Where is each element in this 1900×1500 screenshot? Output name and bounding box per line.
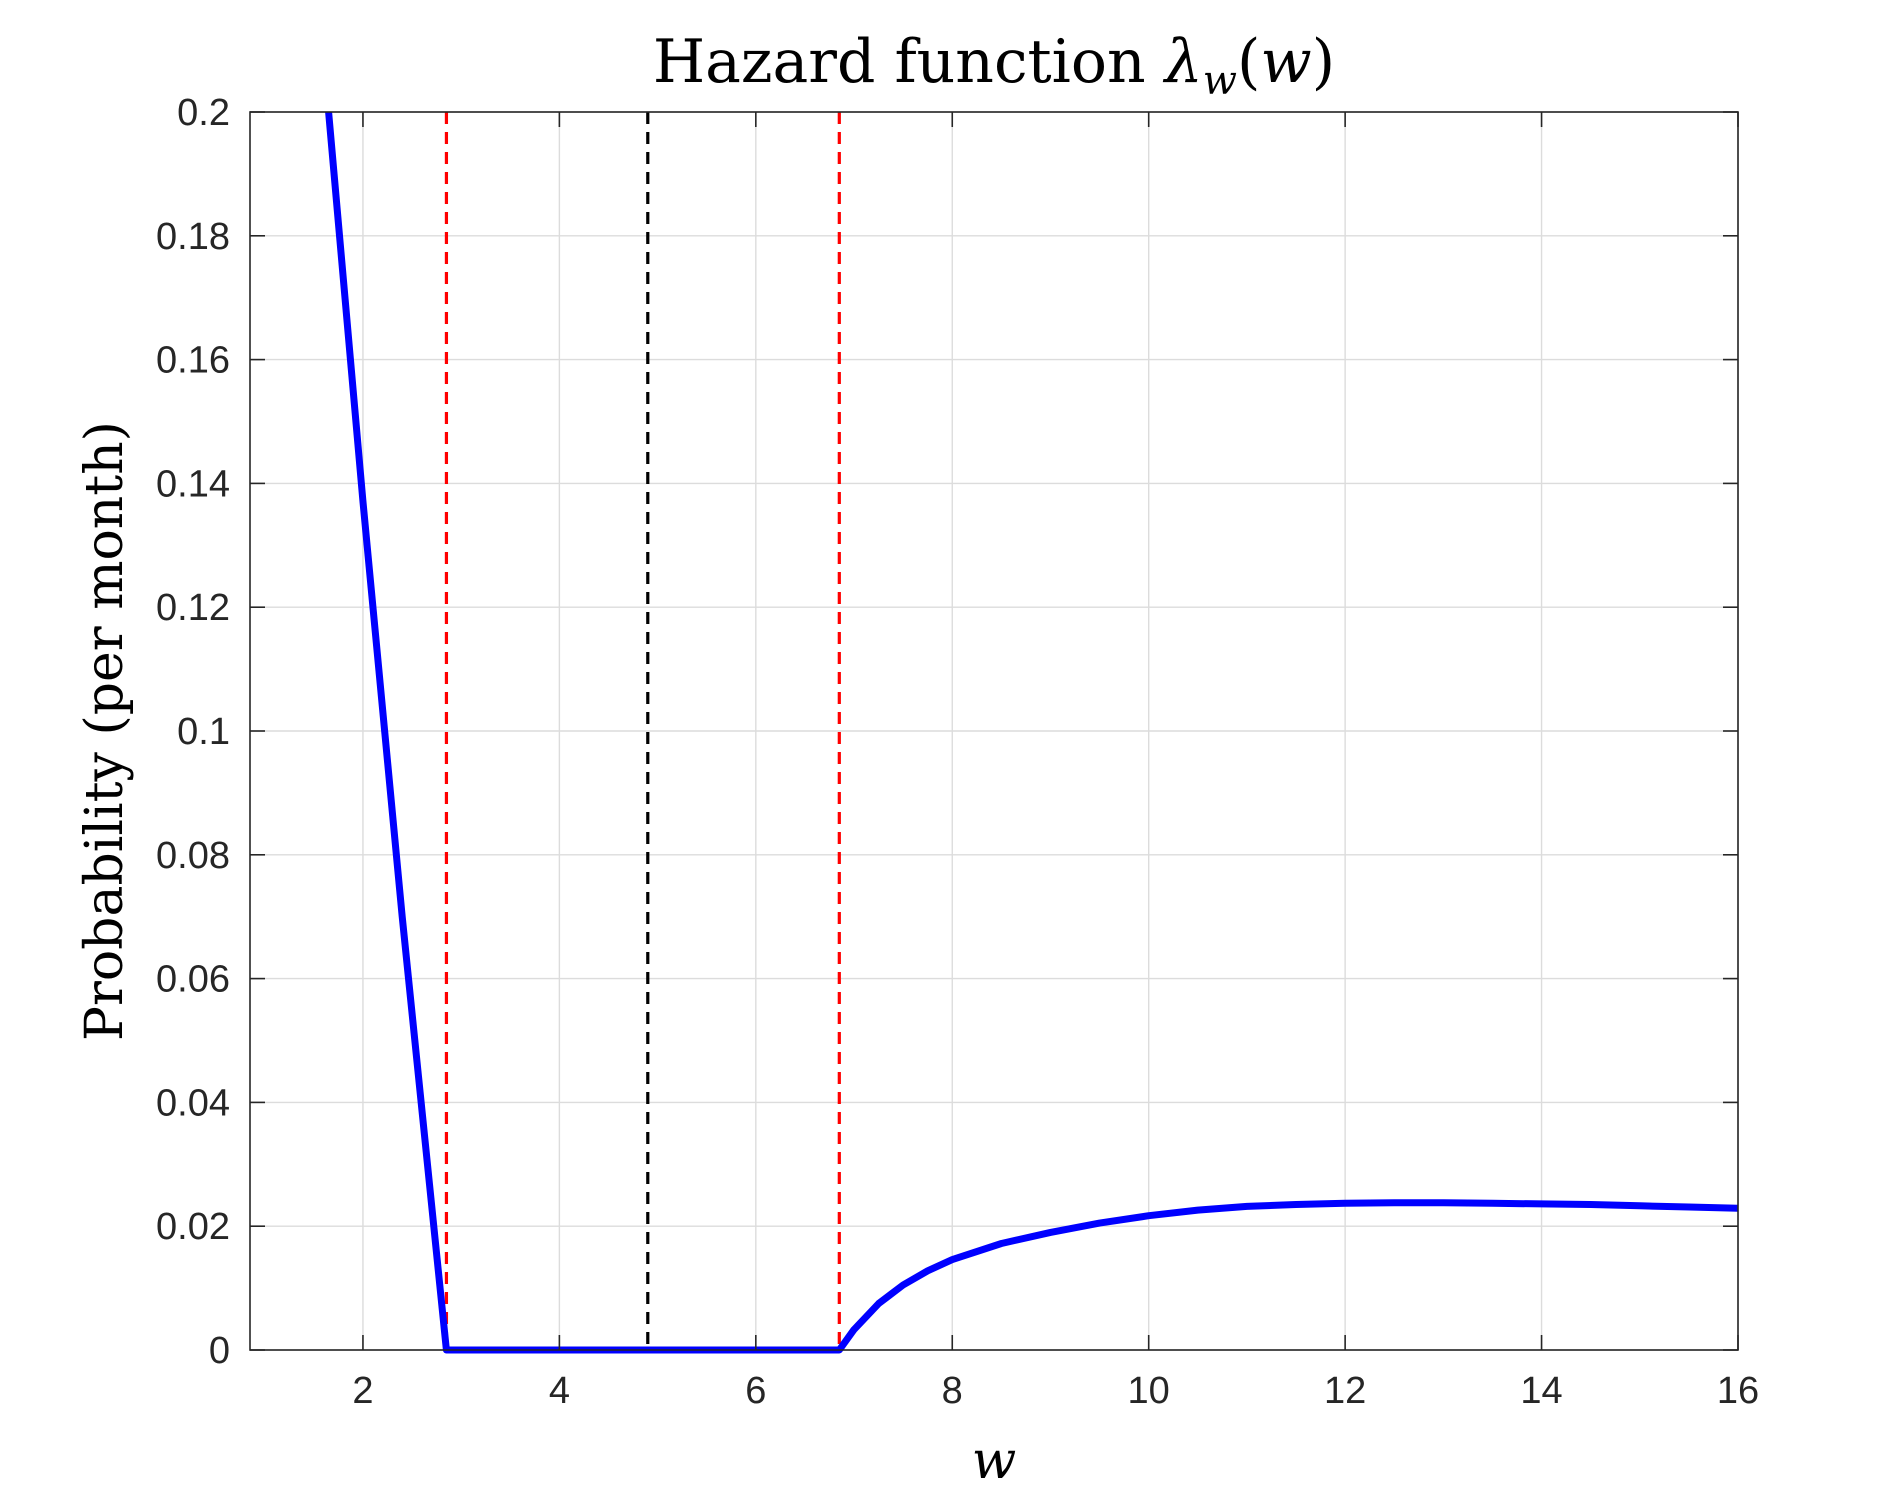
y-tick-label: 0.02 — [156, 1206, 230, 1248]
chart-title-prefix: Hazard function — [653, 27, 1165, 97]
chart-title-argument-close: ) — [1312, 27, 1335, 97]
y-tick-label: 0.06 — [156, 959, 230, 1001]
chart-title-argument-open: ( — [1237, 27, 1260, 97]
x-tick-label: 2 — [352, 1370, 373, 1412]
x-tick-label: 8 — [942, 1370, 963, 1412]
x-tick-label: 16 — [1717, 1370, 1759, 1412]
y-tick-label: 0.16 — [156, 340, 230, 382]
chart-title-argument: w — [1260, 27, 1311, 97]
reference-lines — [444, 112, 841, 1350]
y-tick-label: 0.18 — [156, 216, 230, 258]
y-tick-label: 0 — [209, 1330, 230, 1372]
y-tick-label: 0.04 — [156, 1082, 230, 1124]
y-tick-label: 0.14 — [156, 463, 230, 505]
y-tick-label: 0.1 — [177, 711, 230, 753]
y-tick-label: 0.12 — [156, 587, 230, 629]
x-tick-label: 4 — [549, 1370, 570, 1412]
ticks — [250, 111, 1739, 1351]
chart-title-symbol: λ — [1163, 27, 1203, 97]
y-tick-labels: 0 0.02 0.04 0.06 0.08 0.1 0.12 0.14 0.16 0.18 0.2 — [156, 92, 230, 1372]
x-tick-label: 10 — [1128, 1370, 1170, 1412]
chart-title: Hazard function λw(w) — [653, 27, 1335, 104]
y-tick-label: 0.08 — [156, 835, 230, 877]
x-axis-label: w — [972, 1431, 1017, 1491]
x-tick-label: 12 — [1324, 1370, 1366, 1412]
x-tick-label: 14 — [1520, 1370, 1562, 1412]
y-axis-label: Probability (per month) — [75, 421, 135, 1041]
chart-title-subscript: w — [1203, 58, 1237, 104]
x-tick-labels: 2 4 6 8 10 12 14 16 — [352, 1370, 1759, 1412]
x-tick-label: 6 — [745, 1370, 766, 1412]
y-tick-label: 0.2 — [177, 92, 230, 134]
